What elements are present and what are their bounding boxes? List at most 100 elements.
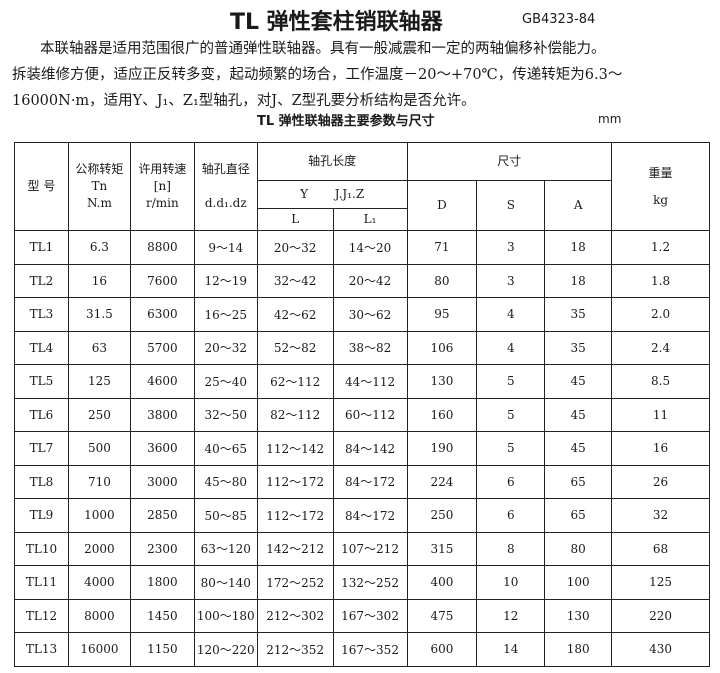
cell-speed: 8800 bbox=[129, 230, 195, 265]
cell-bore: 45～80 bbox=[193, 464, 258, 499]
cell-bore: 12～19 bbox=[193, 263, 258, 298]
cell-dim-s: 6 bbox=[476, 498, 546, 533]
cell-dim-a: 130 bbox=[544, 598, 613, 633]
header-D: D bbox=[406, 180, 478, 231]
cell-torque: 710 bbox=[67, 464, 131, 499]
header-bore: 轴孔直径 d.d₁.dz bbox=[193, 142, 258, 231]
cell-dim-s: 5 bbox=[476, 431, 546, 466]
cell-speed: 3600 bbox=[129, 431, 195, 466]
description-line: 本联轴器是适用范围很广的普通弹性联轴器。具有一般减震和一定的两轴偏移补偿能力。 bbox=[40, 41, 606, 57]
cell-dim-s: 5 bbox=[476, 364, 546, 399]
cell-weight: 220 bbox=[611, 598, 710, 633]
table-title: TL 弹性联轴器主要参数与尺寸 bbox=[257, 114, 435, 129]
cell-dim-d: 80 bbox=[406, 263, 478, 298]
table-row: TL12 8000 1450 100～180 212～302 167～302 475 12 13… bbox=[14, 598, 710, 633]
header-bore-types: Y J.J₁.Z bbox=[256, 180, 408, 209]
parameters-table: 型 号 公称转矩 Tn N.m 许用转速 [n] r/min 轴孔直径 d.d₁.dz 轴… bbox=[14, 142, 710, 667]
cell-length-l1: 60～112 bbox=[332, 397, 408, 432]
cell-length-l: 212～352 bbox=[256, 632, 334, 667]
cell-torque: 4000 bbox=[67, 565, 131, 600]
table-row: TL7 500 3600 40～65 112～142 84～142 190 5 45 16 bbox=[14, 431, 710, 466]
header-text: kg bbox=[653, 192, 669, 207]
header-dimensions: 尺寸 bbox=[406, 142, 613, 181]
cell-bore: 32～50 bbox=[193, 397, 258, 432]
cell-model: TL7 bbox=[14, 431, 69, 466]
cell-speed: 3800 bbox=[129, 397, 195, 432]
cell-speed: 5700 bbox=[129, 330, 195, 365]
cell-bore: 120～220 bbox=[193, 632, 258, 667]
header-text: 重量 bbox=[648, 165, 673, 180]
cell-speed: 7600 bbox=[129, 263, 195, 298]
cell-length-l: 32～42 bbox=[256, 263, 334, 298]
cell-length-l1: 38～82 bbox=[332, 330, 408, 365]
cell-torque: 16 bbox=[67, 263, 131, 298]
cell-length-l1: 107～212 bbox=[332, 531, 408, 566]
cell-model: TL2 bbox=[14, 263, 69, 298]
cell-bore: 20～32 bbox=[193, 330, 258, 365]
cell-dim-s: 12 bbox=[476, 598, 546, 633]
cell-dim-d: 224 bbox=[406, 464, 478, 499]
cell-dim-s: 10 bbox=[476, 565, 546, 600]
cell-dim-a: 45 bbox=[544, 364, 613, 399]
header-y: Y bbox=[300, 187, 308, 201]
cell-speed: 2300 bbox=[129, 531, 195, 566]
cell-dim-d: 315 bbox=[406, 531, 478, 566]
header-S: S bbox=[476, 180, 546, 231]
header-text: Tn bbox=[91, 179, 108, 193]
header-bore-length: 轴孔长度 bbox=[256, 142, 408, 181]
document-title: TL 弹性套柱销联轴器 GB4323-84 bbox=[0, 4, 720, 35]
cell-dim-d: 600 bbox=[406, 632, 478, 667]
header-text: N.m bbox=[86, 196, 112, 210]
table-unit: mm bbox=[598, 112, 622, 126]
cell-length-l1: 167～302 bbox=[332, 598, 408, 633]
cell-bore: 40～65 bbox=[193, 431, 258, 466]
cell-length-l: 112～142 bbox=[256, 431, 334, 466]
cell-torque: 63 bbox=[67, 330, 131, 365]
table-row: TL5 125 4600 25～40 62～112 44～112 130 5 45 8.5 bbox=[14, 364, 710, 399]
cell-dim-d: 71 bbox=[406, 230, 478, 265]
cell-model: TL13 bbox=[14, 632, 69, 667]
cell-speed: 6300 bbox=[129, 297, 195, 332]
cell-dim-a: 35 bbox=[544, 297, 613, 332]
cell-dim-s: 3 bbox=[476, 263, 546, 298]
table-row: TL4 63 5700 20～32 52～82 38～82 106 4 35 2.4 bbox=[14, 330, 710, 365]
cell-dim-s: 4 bbox=[476, 297, 546, 332]
cell-weight: 16 bbox=[611, 431, 710, 466]
description-line: 拆装维修方便，适应正反转多变，起动频繁的场合，工作温度－20～+70℃，传递转矩… bbox=[12, 67, 623, 83]
cell-length-l: 112～172 bbox=[256, 464, 334, 499]
cell-dim-s: 4 bbox=[476, 330, 546, 365]
cell-dim-d: 106 bbox=[406, 330, 478, 365]
cell-model: TL9 bbox=[14, 498, 69, 533]
cell-model: TL10 bbox=[14, 531, 69, 566]
table-row: TL1 6.3 8800 9～14 20～32 14～20 71 3 18 1.2 bbox=[14, 230, 710, 265]
cell-length-l: 112～172 bbox=[256, 498, 334, 533]
cell-torque: 2000 bbox=[67, 531, 131, 566]
table-row: TL9 1000 2850 50～85 112～172 84～172 250 6 65 32 bbox=[14, 498, 710, 533]
cell-weight: 26 bbox=[611, 464, 710, 499]
cell-dim-a: 65 bbox=[544, 498, 613, 533]
cell-speed: 1150 bbox=[129, 632, 195, 667]
cell-length-l: 212～302 bbox=[256, 598, 334, 633]
cell-length-l: 172～252 bbox=[256, 565, 334, 600]
table-row: TL3 31.5 6300 16～25 42～62 30～62 95 4 35 2.0 bbox=[14, 297, 710, 332]
table-row: TL6 250 3800 32～50 82～112 60～112 160 5 45 11 bbox=[14, 397, 710, 432]
cell-weight: 1.8 bbox=[611, 263, 710, 298]
cell-dim-d: 130 bbox=[406, 364, 478, 399]
description-line: 16000N·m，适用Y、J₁、Z₁型轴孔，对J、Z型孔要分析结构是否允许。 bbox=[12, 93, 476, 109]
cell-torque: 250 bbox=[67, 397, 131, 432]
cell-length-l1: 84～172 bbox=[332, 464, 408, 499]
cell-torque: 125 bbox=[67, 364, 131, 399]
cell-dim-a: 45 bbox=[544, 397, 613, 432]
cell-weight: 11 bbox=[611, 397, 710, 432]
cell-length-l: 20～32 bbox=[256, 230, 334, 265]
cell-weight: 430 bbox=[611, 632, 710, 667]
cell-length-l1: 44～112 bbox=[332, 364, 408, 399]
standard-number: GB4323-84 bbox=[522, 12, 596, 27]
cell-speed: 2850 bbox=[129, 498, 195, 533]
description: 本联轴器是适用范围很广的普通弹性联轴器。具有一般减震和一定的两轴偏移补偿能力。 … bbox=[12, 36, 712, 114]
cell-dim-a: 18 bbox=[544, 263, 613, 298]
header-torque: 公称转矩 Tn N.m bbox=[67, 142, 131, 231]
cell-length-l1: 84～172 bbox=[332, 498, 408, 533]
cell-length-l1: 14～20 bbox=[332, 230, 408, 265]
header-text: r/min bbox=[145, 196, 179, 210]
